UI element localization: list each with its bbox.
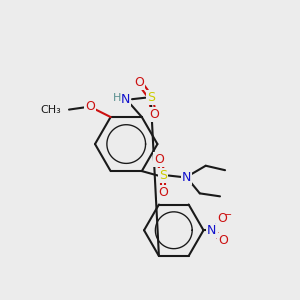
Text: H: H xyxy=(113,93,121,103)
Text: +: + xyxy=(214,219,220,228)
Text: O: O xyxy=(158,186,168,199)
Text: O: O xyxy=(154,153,164,166)
Text: S: S xyxy=(147,91,155,104)
Text: O: O xyxy=(149,108,159,121)
Text: O: O xyxy=(218,234,228,247)
Text: S: S xyxy=(159,169,167,182)
Text: N: N xyxy=(207,224,217,237)
Text: O: O xyxy=(134,76,144,89)
Text: CH₃: CH₃ xyxy=(41,105,62,115)
Text: N: N xyxy=(182,170,191,184)
Text: −: − xyxy=(224,210,232,220)
Text: N: N xyxy=(121,93,130,106)
Text: O: O xyxy=(85,100,95,113)
Text: O: O xyxy=(217,212,227,226)
